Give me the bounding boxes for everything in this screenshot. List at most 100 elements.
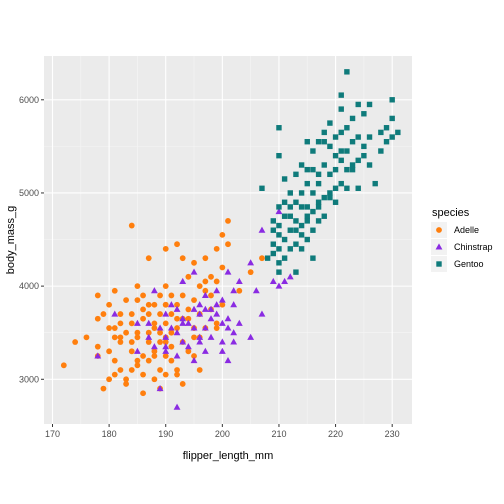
data-point [293, 227, 299, 233]
data-point [270, 227, 276, 233]
data-point [173, 329, 181, 336]
data-point [202, 255, 209, 262]
data-point [276, 125, 282, 131]
data-point [298, 232, 305, 238]
data-point [134, 283, 141, 290]
data-point [111, 334, 118, 341]
data-point [338, 157, 344, 164]
data-point [332, 199, 339, 205]
data-point [332, 166, 339, 173]
data-point [167, 324, 175, 331]
data-point [349, 115, 356, 122]
y-tick-label: 6000 [19, 95, 39, 105]
data-point [201, 347, 209, 354]
data-point [389, 115, 395, 122]
data-point [145, 357, 152, 364]
data-point [185, 348, 192, 355]
data-point [190, 268, 198, 275]
data-point [156, 384, 164, 392]
data-point [196, 333, 204, 340]
data-point [281, 213, 288, 219]
data-point [174, 325, 180, 331]
data-point [157, 311, 163, 317]
data-point [184, 319, 192, 326]
data-point [179, 338, 187, 345]
data-point [145, 255, 152, 262]
data-point [378, 148, 384, 154]
data-point [202, 287, 209, 294]
data-point [196, 338, 204, 345]
data-point [349, 162, 356, 168]
data-point [361, 143, 367, 150]
data-point [235, 277, 243, 284]
data-point [304, 180, 310, 187]
data-point [145, 319, 153, 326]
data-point [213, 301, 221, 308]
data-point [162, 333, 170, 340]
data-point [117, 367, 124, 373]
data-point [162, 320, 169, 327]
data-point [304, 218, 310, 224]
data-point [338, 180, 344, 187]
data-point [281, 176, 288, 182]
data-point [208, 292, 214, 299]
data-point [207, 315, 215, 322]
data-point [259, 255, 265, 262]
legend-key-gentoo [436, 261, 442, 267]
data-point [230, 338, 238, 345]
y-axis-title: body_mass_g [5, 206, 17, 275]
data-point [151, 325, 158, 331]
data-point [83, 334, 90, 341]
data-point [123, 376, 129, 383]
data-point [94, 292, 101, 299]
data-point [304, 236, 310, 243]
data-point [395, 129, 401, 136]
data-point [134, 297, 141, 303]
data-point [293, 269, 299, 275]
data-point [128, 311, 135, 317]
data-point [128, 367, 135, 373]
data-point [247, 333, 255, 340]
data-point [151, 348, 158, 355]
data-point [327, 194, 333, 201]
data-point [383, 139, 390, 145]
data-point [219, 301, 226, 308]
data-point [361, 152, 367, 159]
data-point [123, 381, 129, 387]
data-point [162, 283, 169, 290]
data-point [287, 204, 293, 210]
data-point [100, 385, 107, 392]
data-point [327, 190, 333, 196]
data-point [281, 236, 288, 243]
data-point [321, 162, 327, 168]
data-point [287, 246, 293, 252]
data-point [281, 277, 289, 284]
data-point [224, 268, 232, 275]
data-point [225, 218, 231, 224]
data-point [196, 301, 204, 308]
data-point [208, 273, 214, 280]
data-point [355, 157, 361, 164]
data-point [140, 390, 146, 397]
data-point [332, 134, 339, 140]
data-point [151, 376, 158, 383]
data-point [366, 101, 373, 108]
data-point [168, 311, 175, 317]
data-point [338, 92, 344, 98]
data-point [202, 278, 209, 285]
data-points [60, 69, 401, 410]
data-point [207, 333, 215, 340]
legend-label: Chinstrap [454, 242, 493, 252]
data-point [145, 301, 152, 308]
legend-label: Gentoo [454, 259, 484, 269]
data-point [60, 362, 67, 369]
data-point [123, 297, 129, 303]
data-point [179, 315, 187, 322]
data-point [201, 305, 209, 312]
data-point [224, 315, 232, 322]
data-point [310, 227, 316, 233]
data-point [168, 329, 175, 336]
data-point [344, 125, 350, 131]
